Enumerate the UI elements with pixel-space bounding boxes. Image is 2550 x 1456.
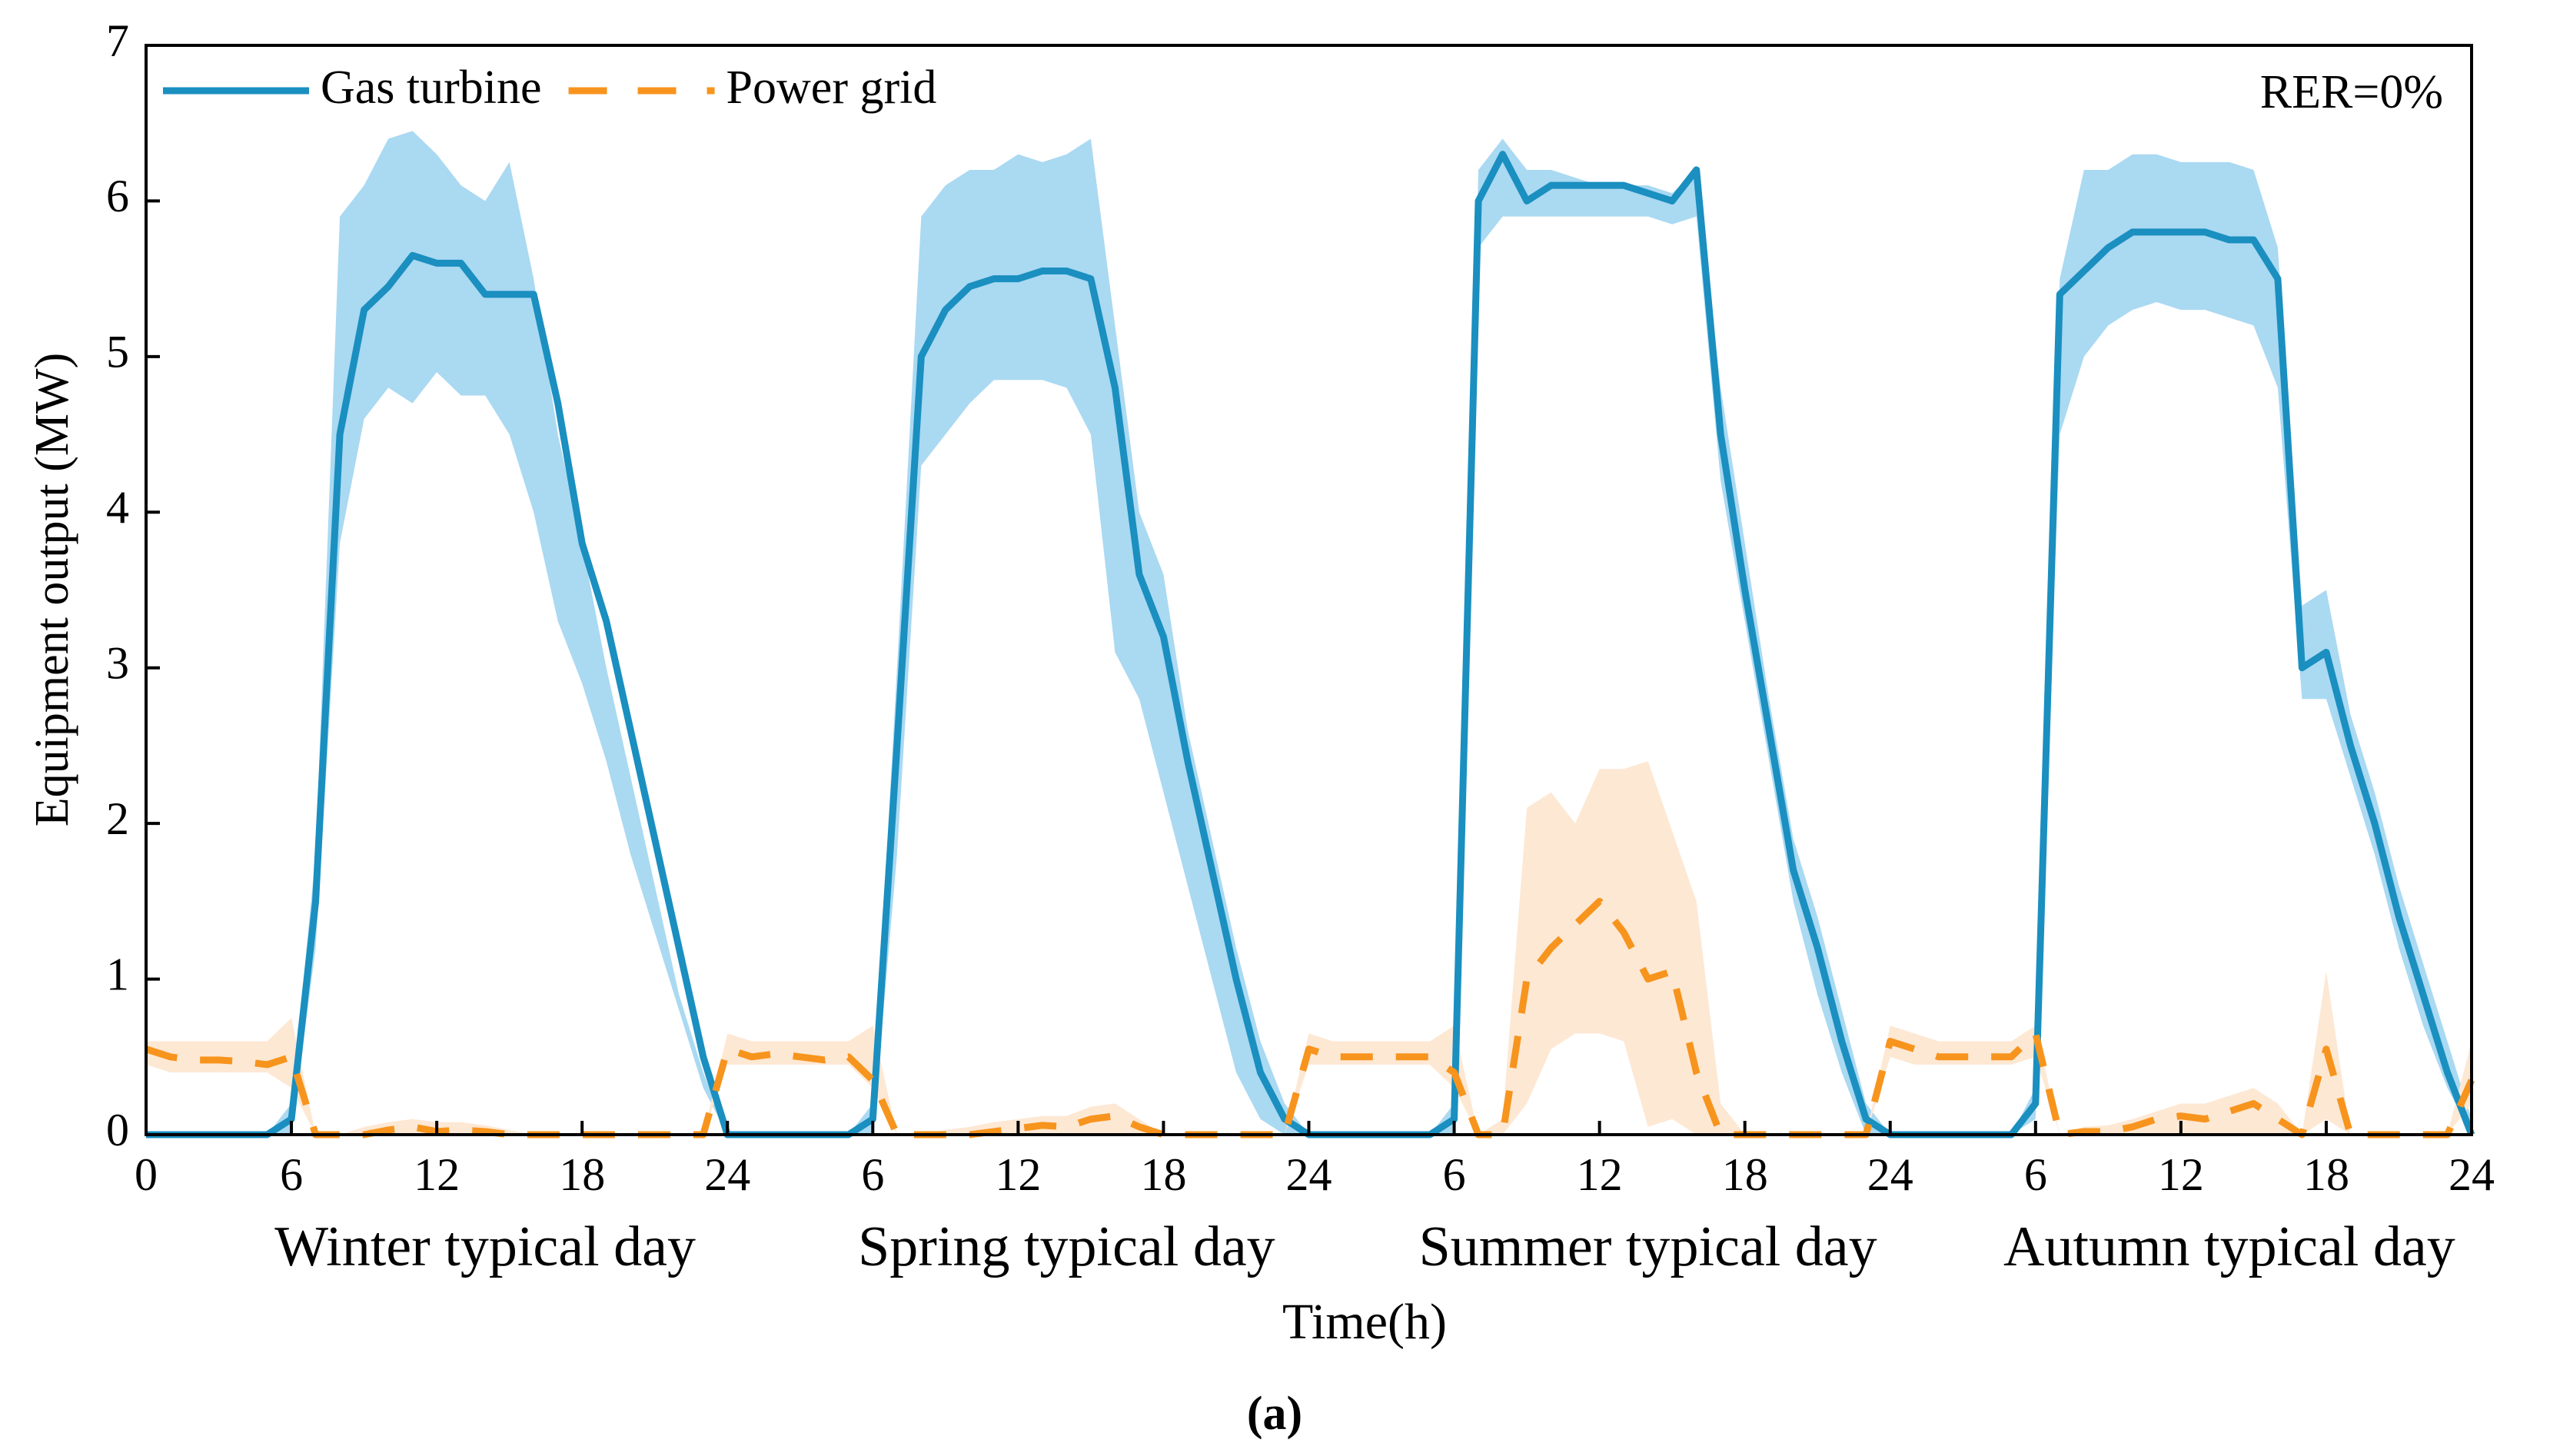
x-tick-label: 6 [280,1149,303,1200]
y-tick-label: 2 [106,793,129,844]
y-tick-label: 7 [106,15,129,66]
legend-label: Gas turbine [321,61,542,114]
x-tick-label: 6 [2024,1149,2047,1200]
x-tick-label: 12 [414,1149,460,1200]
day-label: Summer typical day [1419,1215,1877,1278]
x-tick-label: 6 [861,1149,884,1200]
x-tick-label: 24 [1286,1149,1332,1200]
day-label: Winter typical day [274,1215,696,1278]
x-tick-label: 18 [1722,1149,1768,1200]
y-tick-label: 5 [106,327,129,377]
day-label: Autumn typical day [2003,1215,2455,1278]
x-tick-label: 12 [1577,1149,1623,1200]
x-tick-label: 18 [1140,1149,1186,1200]
day-label: Spring typical day [858,1215,1275,1278]
legend-label: Power grid [726,61,937,114]
y-tick-label: 6 [106,171,129,221]
x-axis-label: Time(h) [1282,1294,1447,1350]
x-tick-label: 6 [1443,1149,1466,1200]
x-tick-label: 18 [559,1149,605,1200]
annotation: RER=0% [2260,66,2443,118]
x-tick-label: 0 [135,1149,158,1200]
series-line [145,897,2475,1139]
x-tick-label: 24 [2449,1149,2495,1200]
x-tick-label: 24 [704,1149,750,1200]
band [146,131,2472,1135]
y-tick-label: 1 [106,949,129,999]
x-tick-label: 12 [995,1149,1041,1200]
x-tick-label: 12 [2158,1149,2204,1200]
y-tick-label: 3 [106,637,129,688]
x-tick-label: 18 [2303,1149,2349,1200]
y-tick-label: 0 [106,1105,129,1155]
x-tick-label: 24 [1867,1149,1913,1200]
caption: (a) [1247,1388,1302,1440]
band [146,761,2472,1135]
y-tick-label: 4 [106,482,129,533]
y-axis-label: Equipment output (MW) [26,353,78,826]
